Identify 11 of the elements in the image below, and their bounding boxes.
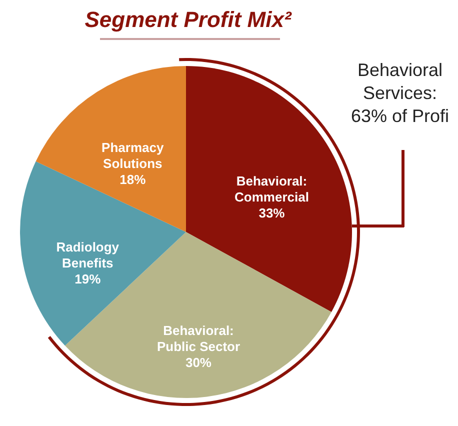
slice-label: Behavioral: Commercial xyxy=(234,173,309,204)
data-label: 18% xyxy=(120,172,146,187)
pie-slice xyxy=(36,66,186,232)
data-label: 33% xyxy=(258,205,286,220)
chart-title: Segment Profit Mix² xyxy=(84,7,292,32)
slice-label: Radiology Benefits xyxy=(56,240,120,271)
text: Behavioral Services: 63% of Profi xyxy=(350,60,450,126)
data-label: 30% xyxy=(185,354,212,370)
slice-label: Behavioral: Public Sector xyxy=(156,322,240,354)
slice-label: Pharmacy Solutions xyxy=(102,140,164,171)
data-label: 19% xyxy=(74,272,102,287)
